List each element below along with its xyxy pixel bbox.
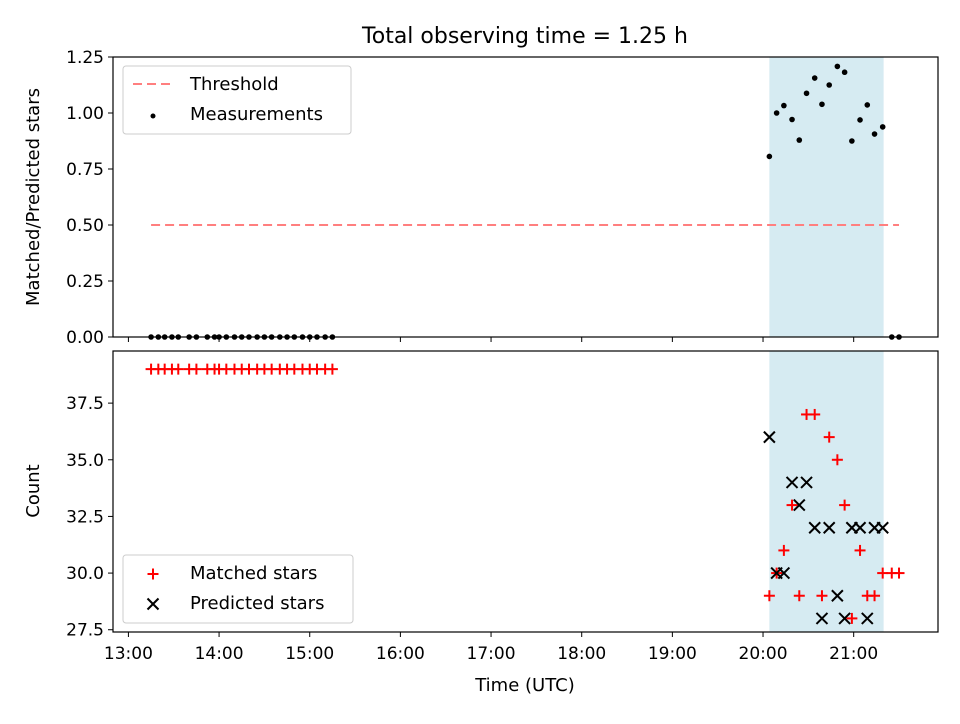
measurement-point: [781, 102, 787, 109]
measurement-point: [857, 117, 863, 123]
top-y-tick-label: 0.50: [66, 216, 104, 236]
legend-matched-swatch: [147, 568, 159, 580]
predicted-star-marker: [777, 566, 791, 580]
top-legend-box: [122, 65, 352, 135]
matched-star-marker: [839, 499, 851, 511]
legend-x-marker: [146, 597, 160, 611]
measurement-point: [871, 131, 878, 137]
measurement-point: [811, 75, 818, 81]
matched-star-marker: [846, 612, 858, 624]
measurement-point: [789, 116, 795, 123]
bottom-x-ticks: 13:00 14:00 15:00 16:00 17:00 18:00 19:00 20:00…: [104, 632, 878, 664]
x-tick-label: 19:00: [648, 644, 697, 664]
x-tick-label: 18:00: [557, 644, 606, 664]
predicted-star-marker: [793, 498, 806, 512]
matched-star-marker: [816, 590, 828, 602]
chart-title: Total observing time = 1.25 h: [361, 24, 688, 49]
predicted-star-marker: [861, 612, 874, 625]
top-y-ticks: 0.00 0.25 0.50 0.75 1.00 1.25: [66, 48, 113, 348]
measurement-point: [773, 110, 780, 116]
bottom-frame: [112, 350, 939, 633]
top-y-tick-label: 0.00: [66, 328, 104, 348]
matched-star-marker: [809, 408, 821, 420]
matched-star-marker: [793, 590, 805, 602]
top-y-axis-label: Matched/Predicted stars: [23, 88, 44, 306]
measurement-point: [864, 102, 871, 108]
x-axis-label: Time (UTC): [474, 675, 575, 696]
legend-measurements-label: Measurements: [190, 104, 323, 125]
x-tick-label: 20:00: [739, 644, 788, 664]
bottom-panel: 27.5 30.0 32.5 35.0 37.5 13:00 14:00 15:00 16:0…: [23, 350, 939, 696]
legend-predicted-swatch: [146, 597, 160, 611]
predicted-star-marker: [785, 476, 799, 489]
bottom-y-axis-label: Count: [23, 464, 44, 517]
legend-plus-marker: [147, 568, 159, 580]
matched-star-marker: [869, 590, 881, 602]
legend-predicted-label: Predicted stars: [190, 593, 324, 614]
predicted-star-marker: [823, 521, 836, 534]
x-tick-label: 14:00: [195, 644, 244, 664]
matched-star-marker: [778, 544, 790, 556]
measurement-point: [834, 63, 841, 70]
x-tick-label: 21:00: [829, 644, 878, 664]
top-legend: Threshold Measurements: [122, 65, 352, 135]
top-observing-span: [769, 57, 884, 337]
top-y-tick-label: 1.25: [66, 48, 104, 68]
top-y-tick-label: 0.75: [66, 160, 104, 180]
measurement-point: [879, 124, 886, 130]
matched-star-marker: [893, 567, 905, 579]
star-count-points: [145, 363, 905, 625]
bottom-observing-span: [769, 351, 884, 632]
predicted-star-marker: [808, 521, 821, 534]
bottom-y-tick-label: 35.0: [66, 451, 104, 471]
matched-star-marker: [786, 499, 798, 511]
predicted-star-marker: [831, 589, 844, 602]
top-panel: 0.00 0.25 0.50 0.75 1.00 1.25 Matched/Predict…: [23, 48, 939, 348]
measurement-point: [796, 137, 803, 143]
bottom-y-tick-label: 27.5: [66, 621, 104, 641]
matched-star-marker: [763, 590, 775, 602]
legend-matched-label: Matched stars: [190, 563, 317, 584]
legend-threshold-label: Threshold: [189, 74, 279, 95]
bottom-y-tick-label: 32.5: [66, 507, 104, 527]
legend-measurement-swatch: [150, 113, 156, 119]
predicted-star-marker: [815, 612, 829, 625]
top-y-tick-label: 1.00: [66, 104, 104, 124]
matched-star-marker: [854, 544, 866, 556]
top-y-tick-label: 0.25: [66, 272, 104, 292]
predicted-star-marker: [876, 521, 889, 534]
x-tick-label: 13:00: [104, 644, 153, 664]
predicted-star-marker: [800, 476, 813, 489]
top-x-ticks: [127, 337, 855, 342]
matched-star-marker: [326, 363, 338, 375]
measurement-point: [849, 138, 855, 144]
matched-star-marker: [823, 431, 835, 443]
matched-star-marker: [190, 363, 202, 375]
bottom-y-ticks: 27.5 30.0 32.5 35.0 37.5: [66, 394, 113, 641]
predicted-star-marker: [763, 430, 776, 444]
measurement-point: [841, 69, 848, 76]
x-tick-label: 16:00: [376, 644, 425, 664]
measurement-point: [766, 153, 773, 160]
top-frame: [112, 56, 939, 338]
predicted-star-marker: [838, 612, 851, 625]
matched-star-marker: [831, 454, 843, 466]
bottom-legend-box: [122, 554, 354, 624]
measurement-point: [826, 82, 833, 88]
matched-star-marker: [172, 363, 184, 375]
bottom-y-tick-label: 37.5: [66, 394, 104, 414]
bottom-y-tick-label: 30.0: [66, 564, 104, 584]
x-tick-label: 17:00: [467, 644, 516, 664]
bottom-legend: Matched stars Predicted stars: [122, 554, 354, 624]
predicted-star-marker: [853, 521, 867, 534]
x-tick-label: 15:00: [285, 644, 334, 664]
measurement-point: [803, 90, 810, 97]
measurement-point: [819, 101, 825, 108]
